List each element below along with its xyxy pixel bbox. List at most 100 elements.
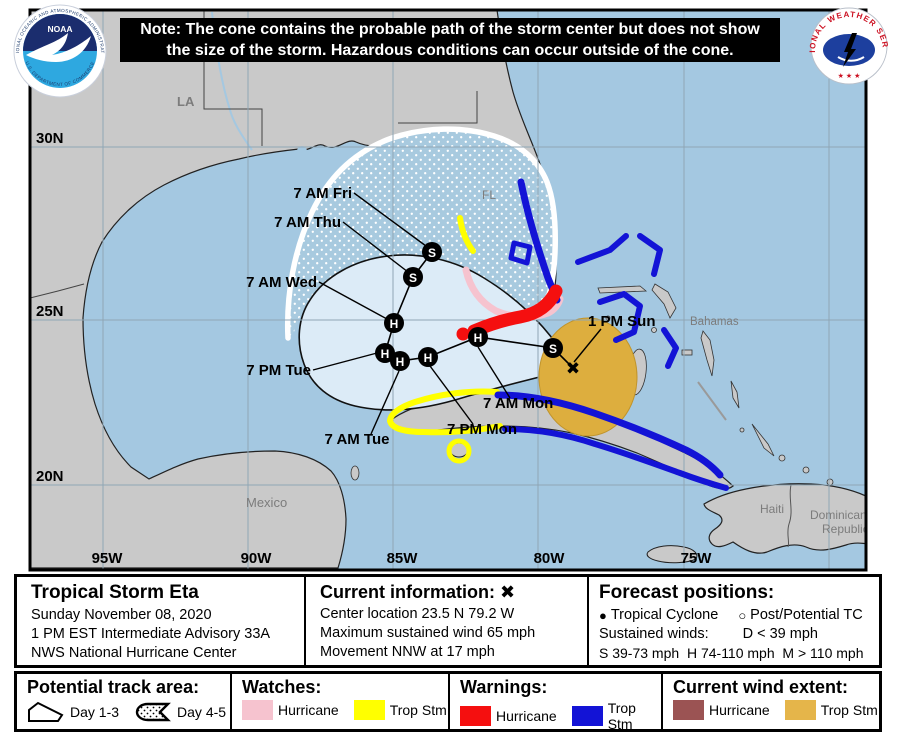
time-label: 1 PM Sun	[588, 313, 656, 330]
cone-day4-5-white-border	[284, 126, 558, 341]
place-label-bahamas: Bahamas	[690, 316, 739, 328]
trop-storm-warning-cuba-north	[494, 391, 724, 479]
place-label-mexico: Mexico	[246, 495, 287, 510]
marker-letter: H	[381, 347, 390, 361]
marker-letter: S	[409, 271, 417, 285]
hurricane-warning-swatch	[460, 706, 491, 726]
haiti-dr-border	[787, 484, 792, 548]
marker-letter: S	[428, 246, 436, 260]
forecast-positions-title: Forecast positions:	[599, 582, 775, 603]
trop-storm-warning-okeechobee	[508, 240, 533, 266]
marker-letter: H	[474, 331, 483, 345]
filled-circle-icon: ●	[599, 607, 607, 623]
trop-storm-warning-label: Trop Stm	[607, 700, 636, 732]
hurricane-watch-label: Hurricane	[278, 702, 339, 718]
graticule-labels: 30N 25N 20N 95W 90W 85W 80W 75W	[36, 130, 712, 567]
noaa-seagull-icon	[26, 33, 91, 62]
lake-pontchartrain	[297, 146, 307, 156]
nws-logo: NATIONAL WEATHER SERVICE ★ ★ ★	[808, 5, 889, 85]
hurricane-warning-label: Hurricane	[496, 708, 557, 724]
center-location: Center location 23.5 N 79.2 W	[320, 606, 515, 622]
forecast-point-markers: S S H H H H H S ✖	[375, 242, 580, 378]
open-circle-icon: ○	[738, 607, 747, 623]
warnings-title: Warnings:	[460, 677, 548, 697]
lon-label: 90W	[241, 550, 273, 567]
marker-letter: H	[396, 355, 405, 369]
max-wind: Maximum sustained wind 65 mph	[320, 625, 536, 641]
time-label: 7 AM Mon	[483, 395, 553, 412]
lat-label: 30N	[36, 130, 64, 147]
advisory-date: Sunday November 08, 2020	[31, 607, 212, 623]
time-labels: 7 AM Fri 7 AM Thu 7 AM Wed 7 PM Tue 7 AM…	[246, 185, 655, 448]
noaa-logo: NOAA NATIONAL OCEANIC AND ATMOSPHERIC AD…	[10, 1, 107, 98]
exuma-cays	[697, 381, 727, 421]
cone-day4-5-icon	[135, 702, 171, 722]
trop-storm-warning-bahamas	[575, 233, 679, 369]
info-panel: Tropical Storm Eta Sunday November 08, 2…	[14, 574, 882, 668]
nws-stars: ★ ★ ★	[838, 72, 861, 80]
watches-title: Watches:	[242, 677, 322, 697]
storm-info-section: Tropical Storm Eta Sunday November 08, 2…	[17, 577, 304, 665]
marker-letter: H	[424, 351, 433, 365]
time-label: 7 PM Tue	[246, 362, 311, 379]
track-area-legend: Potential track area: Day 1-3	[17, 674, 230, 729]
place-label-fl: FL	[482, 188, 496, 202]
time-label: 7 AM Thu	[274, 214, 341, 231]
lon-label: 95W	[92, 550, 124, 567]
wind-cat-s: S 39-73 mph	[599, 645, 680, 661]
track-area-title: Potential track area:	[27, 677, 200, 697]
trop-storm-watch-cuba	[386, 388, 503, 436]
lat-label: 25N	[36, 303, 64, 320]
lon-label: 85W	[387, 550, 419, 567]
lat-label: 20N	[36, 468, 64, 485]
day-4-5-label: Day 4-5	[177, 704, 227, 720]
hurricane-warning-florida-keys	[467, 284, 563, 338]
marker-letter: S	[549, 342, 557, 356]
trop-storm-watch-florida	[457, 215, 476, 254]
time-label: 7 AM Fri	[293, 185, 352, 202]
advisory-number: 1 PM EST Intermediate Advisory 33A	[31, 626, 271, 642]
wind-extent-hurricane-swatch	[673, 700, 704, 720]
place-label-la: LA	[177, 94, 195, 109]
wind-extent-title: Current wind extent:	[673, 677, 849, 697]
cozumel-island	[350, 465, 360, 481]
wind-extent-trop-storm-label: Trop Stm	[820, 702, 878, 718]
time-label: 7 AM Tue	[324, 431, 389, 448]
movement: Movement NNW at 17 mph	[320, 644, 495, 660]
label-leader-lines	[312, 192, 602, 435]
wind-extent-trop-storm-swatch	[784, 700, 816, 720]
agency-name: NWS National Hurricane Center	[31, 645, 237, 661]
trop-storm-watch-label: Trop Stm	[389, 702, 447, 718]
time-label: 7 AM Wed	[246, 274, 317, 291]
warnings-legend: Warnings: Hurricane Trop Stm	[448, 674, 661, 732]
place-label-republic: Republic	[822, 522, 869, 536]
wind-extent-hurricane-label: Hurricane	[709, 702, 770, 718]
hurricane-warning-dot	[456, 327, 470, 341]
trop-storm-warning-swatch	[571, 706, 603, 726]
watches-legend: Watches: Hurricane Trop Stm	[230, 674, 448, 729]
sustained-winds-label: Sustained winds:	[599, 626, 709, 642]
noaa-wordmark: NOAA	[47, 24, 72, 34]
trop-storm-watch-isla-juventud	[446, 438, 472, 464]
forecast-positions-section: Forecast positions: ● Tropical Cyclone ○…	[587, 577, 879, 665]
place-label-haiti: Haiti	[760, 502, 784, 516]
trop-storm-watch-swatch	[353, 700, 385, 720]
place-label-dominican: Dominican	[810, 508, 867, 522]
hurricane-watch-swatch	[242, 700, 273, 720]
current-position-x-icon: ✖	[566, 359, 580, 378]
hispaniola-island	[703, 483, 866, 554]
lon-label: 80W	[534, 550, 566, 567]
tropical-cyclone-label: Tropical Cyclone	[610, 607, 719, 623]
cone-day1-3-icon	[28, 701, 64, 722]
place-labels: LA FL Mexico Bahamas Haiti Dominican Rep…	[177, 94, 869, 536]
legend-panel: Potential track area: Day 1-3	[14, 671, 882, 732]
wind-extent-legend: Current wind extent: Hurricane Trop Stm	[661, 674, 879, 729]
current-info-section: Current information: ✖ Center location 2…	[304, 577, 587, 665]
wind-cat-m: M > 110 mph	[782, 645, 864, 661]
post-potential-label: Post/Potential TC	[750, 607, 863, 623]
marker-letter: H	[390, 317, 399, 331]
wind-cat-h: H 74-110 mph	[686, 645, 775, 661]
note-text: Note: The cone contains the probable pat…	[140, 21, 760, 59]
note-bar: Note: The cone contains the probable pat…	[120, 18, 780, 62]
